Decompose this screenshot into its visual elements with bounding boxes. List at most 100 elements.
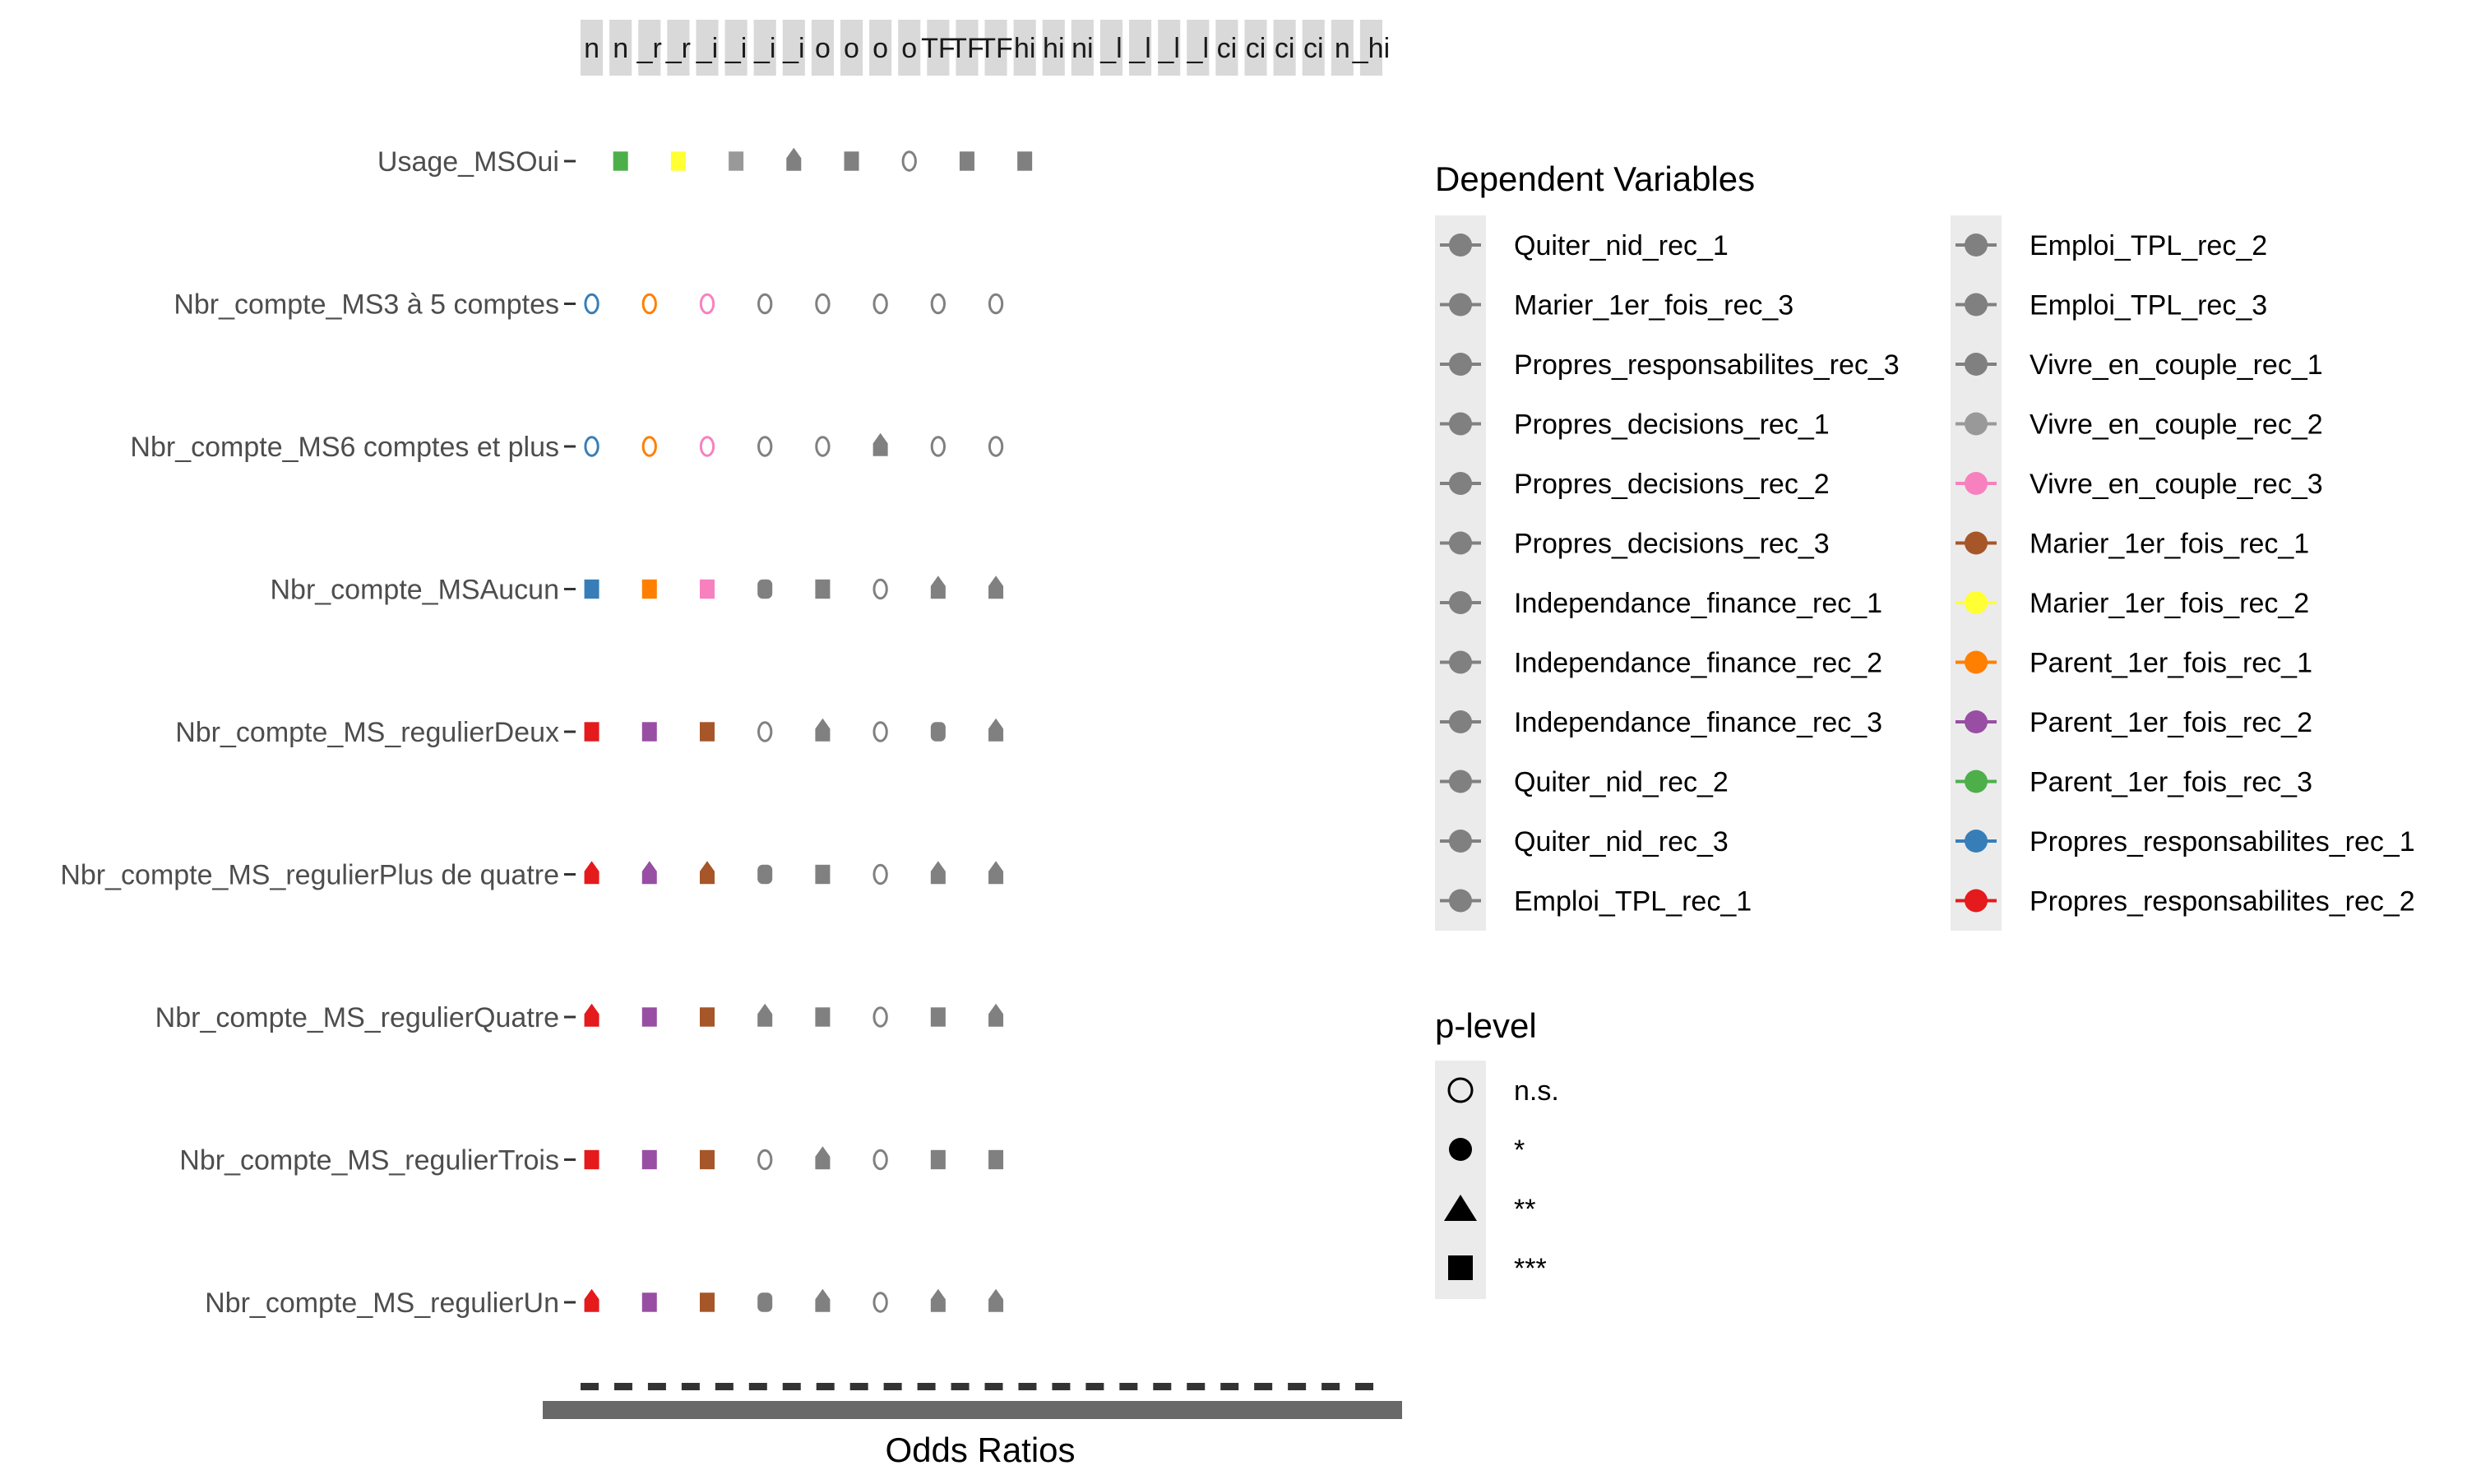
legend-label: Vivre_en_couple_rec_2 [2030, 409, 2323, 441]
data-point [988, 576, 1004, 599]
facet-strip-label: o [901, 33, 917, 64]
facet-strip-label: ci [1275, 33, 1295, 64]
legend-label: Marier_1er_fois_rec_1 [2030, 529, 2309, 560]
facet-strip-label: n [1335, 33, 1350, 64]
data-point [872, 863, 888, 885]
x-tick [1321, 1383, 1340, 1390]
data-point [872, 578, 888, 600]
data-point [699, 579, 715, 599]
legend-label: Propres_decisions_rec_3 [1514, 529, 1830, 560]
facet-strip [667, 20, 690, 76]
legend-label: Quiter_nid_rec_2 [1514, 767, 1729, 798]
data-point [872, 432, 888, 456]
facet-strip [956, 20, 979, 76]
legend-label: Propres_decisions_rec_2 [1514, 469, 1830, 500]
row-label: Nbr_compte_MS_regulierDeux [175, 717, 559, 748]
x-tick [681, 1383, 700, 1390]
legend-key-dot [1449, 830, 1472, 853]
facet-strip [1187, 20, 1210, 76]
data-point [641, 722, 657, 742]
facet-strip-label: _r [636, 33, 662, 64]
facet-strip-label: _i [696, 33, 718, 64]
data-point [815, 579, 831, 599]
data-point [584, 579, 599, 599]
data-point [930, 861, 946, 885]
x-tick [748, 1383, 767, 1390]
data-point [815, 864, 831, 885]
data-point [641, 436, 657, 457]
row-label: Nbr_compte_MS_regulierQuatre [155, 1002, 559, 1033]
facet-strip [984, 20, 1007, 76]
data-point [757, 721, 773, 742]
data-points [584, 147, 1033, 1313]
legend-key-dot [1449, 591, 1472, 614]
legend-label: Emploi_TPL_rec_2 [2030, 230, 2267, 261]
row-label: Nbr_compte_MSAucun [270, 575, 559, 606]
data-point [613, 151, 628, 171]
data-point [815, 718, 831, 742]
data-point [757, 864, 773, 885]
legend-key-dot [1965, 531, 1988, 555]
facet-strip-label: o [872, 33, 888, 64]
x-tick [581, 1383, 599, 1390]
legend-label: Emploi_TPL_rec_3 [2030, 290, 2267, 321]
facet-strip [1331, 20, 1354, 76]
legend-key-dot [1449, 233, 1472, 257]
legend-key-dot [1449, 650, 1472, 674]
legend-label: *** [1514, 1253, 1547, 1284]
legend-key-dot [1449, 293, 1472, 317]
legend-label: Parent_1er_fois_rec_2 [2030, 707, 2312, 738]
data-point [815, 293, 831, 315]
x-tick [1018, 1383, 1037, 1390]
facet-strip-label: n [584, 33, 599, 64]
legend-label: Quiter_nid_rec_3 [1514, 826, 1729, 858]
legend-key-dot [1965, 293, 1988, 317]
x-tick [1085, 1383, 1104, 1390]
facet-strip [840, 20, 863, 76]
x-tick [816, 1383, 835, 1390]
legend-key-dot [1449, 472, 1472, 495]
data-point [959, 151, 974, 171]
data-point [988, 861, 1004, 885]
data-point [844, 151, 859, 171]
data-point [699, 1007, 715, 1027]
facet-strip-label: _l [1099, 33, 1122, 64]
legend-key-dot [1449, 710, 1472, 733]
data-point [930, 722, 946, 742]
facet-strip [1158, 20, 1181, 76]
x-tick [1187, 1383, 1206, 1390]
x-tick [984, 1383, 1003, 1390]
data-point [584, 1288, 599, 1312]
legend-key-dot [1449, 889, 1472, 913]
legend-key-background [1951, 215, 2002, 931]
legend-label: Emploi_TPL_rec_1 [1514, 886, 1752, 918]
facet-strip-label: ni [1072, 33, 1093, 64]
facet-strip [1273, 20, 1296, 76]
facet-strip [927, 20, 950, 76]
data-point [757, 1149, 773, 1171]
x-tick [849, 1383, 868, 1390]
row-label: Usage_MSOui [377, 146, 559, 178]
data-point [1017, 151, 1033, 171]
legend-shape-circle-open [1447, 1077, 1474, 1103]
facet-strip-label: TF [921, 33, 956, 64]
legend-label: Parent_1er_fois_rec_3 [2030, 767, 2312, 798]
data-point [584, 861, 599, 885]
facet-strip [1042, 20, 1065, 76]
facet-strip [1302, 20, 1325, 76]
facet-strip-label: _i [724, 33, 747, 64]
legend-p-level-title: p-level [1435, 1006, 1537, 1045]
facet-strip-label: n [613, 33, 628, 64]
data-point [988, 1288, 1004, 1312]
data-point [584, 293, 599, 315]
data-point [988, 1149, 1004, 1170]
data-point [641, 1007, 657, 1027]
x-tick [1153, 1383, 1172, 1390]
data-point [699, 1292, 715, 1312]
legend-label: Independance_finance_rec_1 [1514, 588, 1882, 619]
data-point [757, 436, 773, 457]
row-label: Nbr_compte_MS_regulierTrois [179, 1145, 559, 1177]
data-point [872, 1149, 888, 1171]
data-point [786, 147, 802, 171]
row-label: Nbr_compte_MS3 à 5 comptes [174, 289, 559, 321]
